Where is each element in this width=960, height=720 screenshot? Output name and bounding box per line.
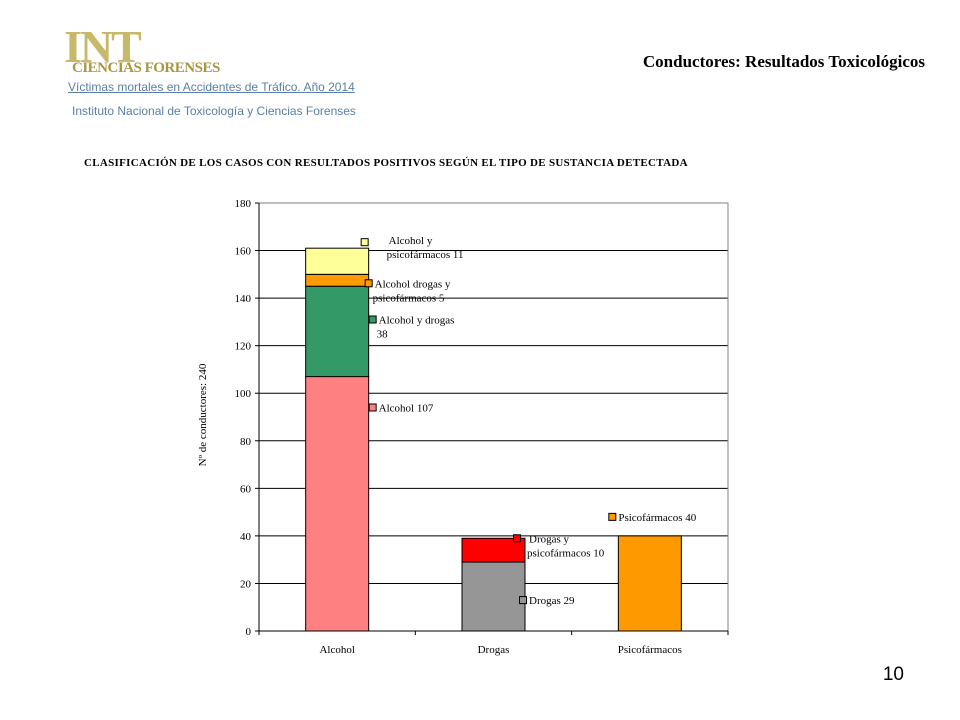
data-label: psicofármacos 10 xyxy=(527,547,605,559)
label-marker xyxy=(513,534,521,543)
bar-segment xyxy=(461,537,526,563)
y-tick-label: 100 xyxy=(235,388,252,400)
data-label: 38 xyxy=(377,329,389,341)
logo-subtitle: CIENCIAS FORENSES xyxy=(72,60,220,76)
bar-segment xyxy=(305,247,370,275)
y-tick-label: 160 xyxy=(235,246,252,258)
label-marker xyxy=(368,403,377,412)
y-axis-label: Nº de conductores: 240 xyxy=(197,363,209,466)
y-tick-label: 180 xyxy=(235,198,252,210)
data-label: psicofármacos 11 xyxy=(387,249,464,261)
y-tick-label: 20 xyxy=(240,578,252,590)
y-tick-label: 120 xyxy=(235,341,252,353)
data-label: Psicofármacos 40 xyxy=(618,512,696,524)
y-tick-label: 80 xyxy=(240,436,252,448)
y-tick-label: 0 xyxy=(246,626,252,638)
bar-segment xyxy=(617,535,682,632)
y-tick-label: 140 xyxy=(235,293,252,305)
label-marker xyxy=(360,238,369,247)
label-marker xyxy=(519,596,527,605)
bar-segment xyxy=(461,561,526,632)
data-label: Alcohol y drogas xyxy=(379,315,455,327)
data-label: Alcohol y xyxy=(389,235,433,247)
data-label: Alcohol 107 xyxy=(379,402,434,414)
label-marker xyxy=(608,512,617,521)
label-marker xyxy=(364,279,373,288)
label-marker xyxy=(368,315,377,324)
institute-name: Instituto Nacional de Toxicología y Cien… xyxy=(72,104,356,118)
data-label: Alcohol drogas y xyxy=(375,278,451,290)
report-link[interactable]: Víctimas mortales en Accidentes de Tráfi… xyxy=(68,80,355,94)
int-logo: INT CIENCIAS FORENSES xyxy=(64,21,220,80)
chart-title: CLASIFICACIÓN DE LOS CASOS CON RESULTADO… xyxy=(84,157,688,169)
bar-segment xyxy=(305,273,370,287)
data-label: Drogas y xyxy=(529,533,570,545)
data-label: Drogas 29 xyxy=(529,595,575,607)
y-tick-label: 40 xyxy=(240,531,252,543)
page-number: 10 xyxy=(882,664,904,685)
x-tick-label: Psicofármacos xyxy=(618,644,682,656)
y-tick-label: 60 xyxy=(240,483,252,495)
x-tick-label: Alcohol xyxy=(319,644,354,656)
logo-letters: INT xyxy=(64,21,142,72)
bar-segment xyxy=(305,285,370,378)
data-label: psicofármacos 5 xyxy=(373,292,445,304)
bar-segment xyxy=(305,376,370,632)
page-title: Conductores: Resultados Toxicológicos xyxy=(642,52,925,71)
x-tick-label: Drogas xyxy=(478,644,510,656)
